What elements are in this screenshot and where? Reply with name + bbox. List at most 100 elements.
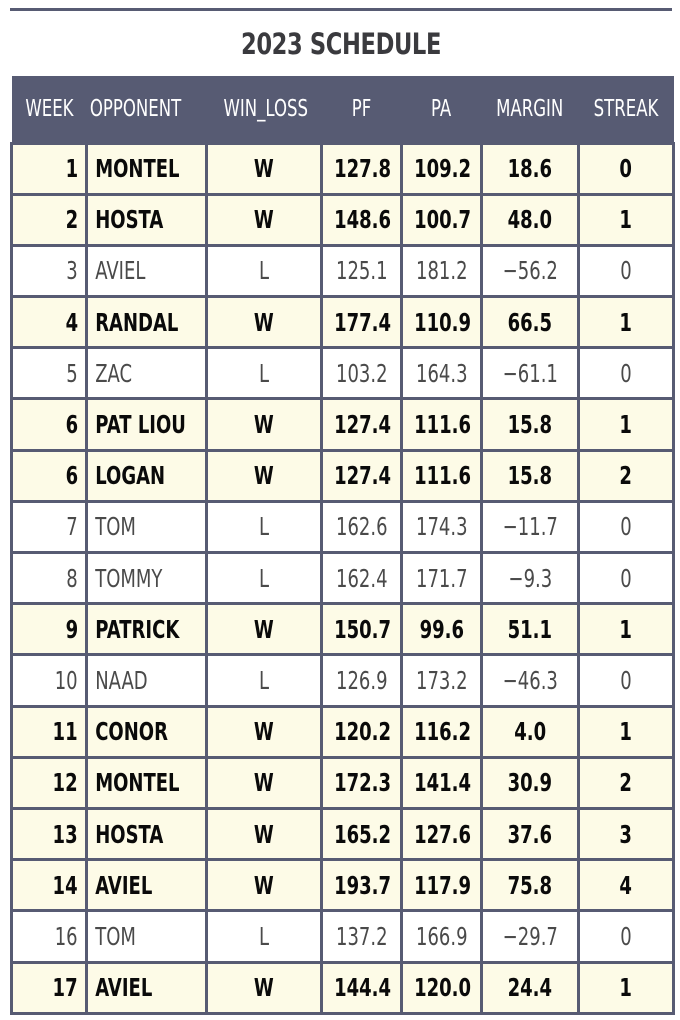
pf-cell: 127.4: [320, 448, 403, 503]
streak-cell: 0: [577, 346, 675, 401]
win-loss-cell: W: [205, 755, 323, 810]
streak-cell: 0: [577, 550, 675, 606]
win-loss-cell: W: [205, 704, 323, 759]
pa-cell: 166.9: [400, 909, 483, 964]
week-cell: 6: [10, 397, 88, 452]
pf-cell: 162.6: [320, 499, 403, 555]
opponent-cell: AVIEL: [85, 960, 208, 1015]
pf-cell: 162.4: [320, 550, 403, 606]
pa-cell: 174.3: [400, 499, 483, 555]
pa-cell: 117.9: [400, 858, 483, 913]
win-loss-cell: W: [205, 602, 323, 657]
pf-cell: 126.9: [320, 653, 403, 708]
streak-cell: 1: [577, 602, 675, 657]
table-row: 12 MONTEL W 172.3 141.4 30.9 2: [10, 755, 675, 810]
page-title: 2023 SCHEDULE: [240, 27, 442, 61]
week-cell: 1: [10, 141, 88, 196]
pa-cell: 100.7: [400, 192, 483, 247]
column-header-week: WEEK: [11, 76, 87, 145]
win-loss-cell: W: [205, 295, 323, 350]
win-loss-cell: L: [205, 653, 323, 708]
table-body: 1 MONTEL W 127.8 109.2 18.6 0 2 HOSTA W 148.6 100.7…: [10, 141, 675, 1015]
table-row: 3 AVIEL L 125.1 181.2 −56.2 0: [10, 243, 675, 299]
table-row: 17 AVIEL W 144.4 120.0 24.4 1: [10, 960, 675, 1015]
streak-cell: 0: [577, 653, 675, 708]
week-cell: 8: [10, 550, 88, 606]
opponent-cell: HOSTA: [85, 806, 208, 862]
table-row: 7 TOM L 162.6 174.3 −11.7 0: [10, 499, 675, 555]
opponent-cell: PAT LIOU: [85, 397, 208, 452]
opponent-cell: TOM: [85, 909, 208, 964]
win-loss-cell: W: [205, 448, 323, 503]
table-row: 5 ZAC L 103.2 164.3 −61.1 0: [10, 346, 675, 401]
pf-cell: 172.3: [320, 755, 403, 810]
win-loss-cell: L: [205, 243, 323, 299]
table-row: 8 TOMMY L 162.4 171.7 −9.3 0: [10, 550, 675, 606]
week-cell: 16: [10, 909, 88, 964]
opponent-cell: LOGAN: [85, 448, 208, 503]
week-cell: 11: [10, 704, 88, 759]
streak-cell: 1: [577, 704, 675, 759]
pf-cell: 137.2: [320, 909, 403, 964]
margin-cell: −11.7: [480, 499, 580, 555]
win-loss-cell: L: [205, 346, 323, 401]
pa-cell: 141.4: [400, 755, 483, 810]
pf-cell: 127.8: [320, 141, 403, 196]
table-row: 4 RANDAL W 177.4 110.9 66.5 1: [10, 295, 675, 350]
streak-cell: 1: [577, 397, 675, 452]
win-loss-cell: W: [205, 397, 323, 452]
streak-cell: 0: [577, 909, 675, 964]
schedule-table: WEEK OPPONENT WIN_LOSS PF PA MARGIN STRE…: [10, 76, 675, 1015]
week-cell: 5: [10, 346, 88, 401]
margin-cell: 24.4: [480, 960, 580, 1015]
pf-cell: 120.2: [320, 704, 403, 759]
streak-cell: 3: [577, 806, 675, 862]
column-header-pf: PF: [321, 76, 402, 145]
pa-cell: 127.6: [400, 806, 483, 862]
week-cell: 6: [10, 448, 88, 503]
week-cell: 13: [10, 806, 88, 862]
streak-cell: 2: [577, 755, 675, 810]
column-header-margin: MARGIN: [481, 76, 579, 145]
win-loss-cell: L: [205, 909, 323, 964]
margin-cell: 37.6: [480, 806, 580, 862]
week-cell: 10: [10, 653, 88, 708]
pa-cell: 120.0: [400, 960, 483, 1015]
win-loss-cell: W: [205, 858, 323, 913]
margin-cell: 18.6: [480, 141, 580, 196]
margin-cell: −61.1: [480, 346, 580, 401]
pf-cell: 165.2: [320, 806, 403, 862]
pf-cell: 103.2: [320, 346, 403, 401]
pf-cell: 144.4: [320, 960, 403, 1015]
pa-cell: 111.6: [400, 448, 483, 503]
pa-cell: 109.2: [400, 141, 483, 196]
week-cell: 14: [10, 858, 88, 913]
pa-cell: 110.9: [400, 295, 483, 350]
streak-cell: 0: [577, 243, 675, 299]
win-loss-cell: W: [205, 806, 323, 862]
pf-cell: 193.7: [320, 858, 403, 913]
opponent-cell: MONTEL: [85, 755, 208, 810]
margin-cell: 51.1: [480, 602, 580, 657]
streak-cell: 1: [577, 960, 675, 1015]
column-header-streak: STREAK: [578, 76, 674, 145]
week-cell: 12: [10, 755, 88, 810]
pf-cell: 127.4: [320, 397, 403, 452]
week-cell: 7: [10, 499, 88, 555]
margin-cell: 66.5: [480, 295, 580, 350]
streak-cell: 1: [577, 192, 675, 247]
margin-cell: 48.0: [480, 192, 580, 247]
opponent-cell: ZAC: [85, 346, 208, 401]
table-header-row: WEEK OPPONENT WIN_LOSS PF PA MARGIN STRE…: [11, 76, 674, 145]
table-row: 9 PATRICK W 150.7 99.6 51.1 1: [10, 602, 675, 657]
opponent-cell: PATRICK: [85, 602, 208, 657]
pa-cell: 171.7: [400, 550, 483, 606]
pf-cell: 125.1: [320, 243, 403, 299]
opponent-cell: TOMMY: [85, 550, 208, 606]
column-header-pa: PA: [401, 76, 482, 145]
win-loss-cell: W: [205, 141, 323, 196]
week-cell: 9: [10, 602, 88, 657]
pa-cell: 173.2: [400, 653, 483, 708]
table-row: 11 CONOR W 120.2 116.2 4.0 1: [10, 704, 675, 759]
streak-cell: 1: [577, 295, 675, 350]
